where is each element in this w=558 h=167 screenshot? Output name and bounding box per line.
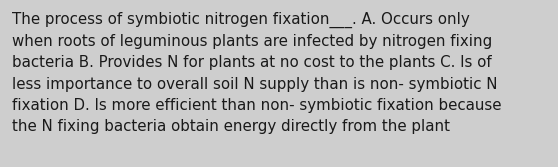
Text: The process of symbiotic nitrogen fixation___. A. Occurs only
when roots of legu: The process of symbiotic nitrogen fixati… [12, 12, 502, 134]
